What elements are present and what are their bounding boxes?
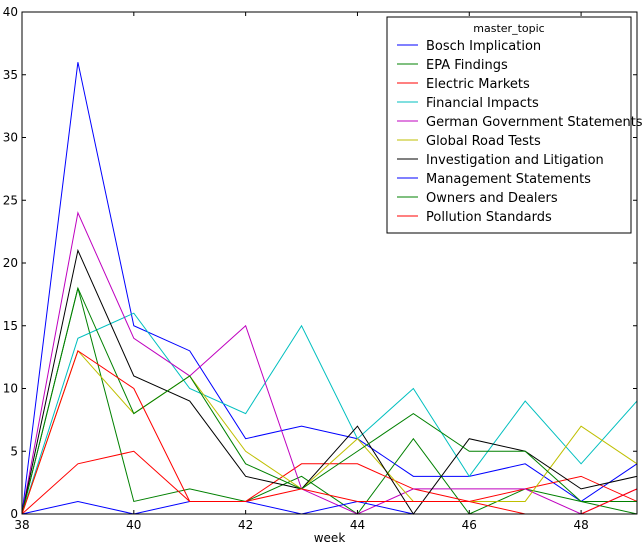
series-line-2	[21, 450, 638, 515]
legend-entry: EPA Findings	[426, 58, 508, 73]
series-line-0	[21, 62, 638, 515]
legend-entry: Electric Markets	[426, 77, 530, 92]
y-tick-label: 20	[3, 256, 18, 270]
legend-entry: Management Statements	[426, 172, 591, 187]
x-tick-label: 38	[14, 518, 29, 532]
x-tick-label: 46	[462, 518, 477, 532]
y-tick-label: 15	[3, 319, 18, 333]
legend-items: Bosch Implication EPA Findings Electric Ma…	[397, 39, 643, 225]
y-tick-label: 5	[10, 444, 18, 458]
legend-entry: Bosch Implication	[426, 39, 541, 54]
x-tick-label: 48	[573, 518, 588, 532]
series-line-4	[21, 211, 638, 515]
series-line-7	[21, 500, 637, 515]
y-tick-label: 25	[3, 193, 18, 207]
plot-frame	[21, 11, 638, 515]
x-tick-label: 40	[126, 518, 141, 532]
series-line-8	[21, 286, 637, 515]
series-line-6	[21, 248, 638, 515]
legend-entry: Financial Impacts	[426, 96, 539, 111]
ticks-layer: 0 5 10 15 20 25 30 35 40 38 40 42 44 46 48	[3, 5, 637, 532]
legend-entry: Investigation and Litigation	[426, 153, 604, 168]
x-axis-label: week	[314, 531, 346, 545]
y-tick-label: 40	[3, 5, 18, 19]
legend-box	[386, 16, 632, 234]
y-tick-label: 35	[3, 68, 18, 82]
x-tick-label: 42	[238, 518, 253, 532]
y-tick-label: 0	[10, 507, 18, 521]
x-tick-label: 44	[350, 518, 365, 532]
legend-title: master_topic	[473, 22, 544, 35]
y-tick-label: 10	[3, 382, 18, 396]
legend-entry: Pollution Standards	[426, 210, 552, 225]
y-tick-label: 30	[3, 131, 18, 145]
series-line-5	[21, 349, 638, 515]
legend: master_topic Bosch Implication EPA Findin…	[386, 16, 643, 234]
legend-entry: Global Road Tests	[426, 134, 541, 149]
series-line-3	[21, 312, 638, 515]
legend-entry: German Government Statements	[426, 115, 643, 130]
legend-entry: Owners and Dealers	[426, 191, 558, 206]
